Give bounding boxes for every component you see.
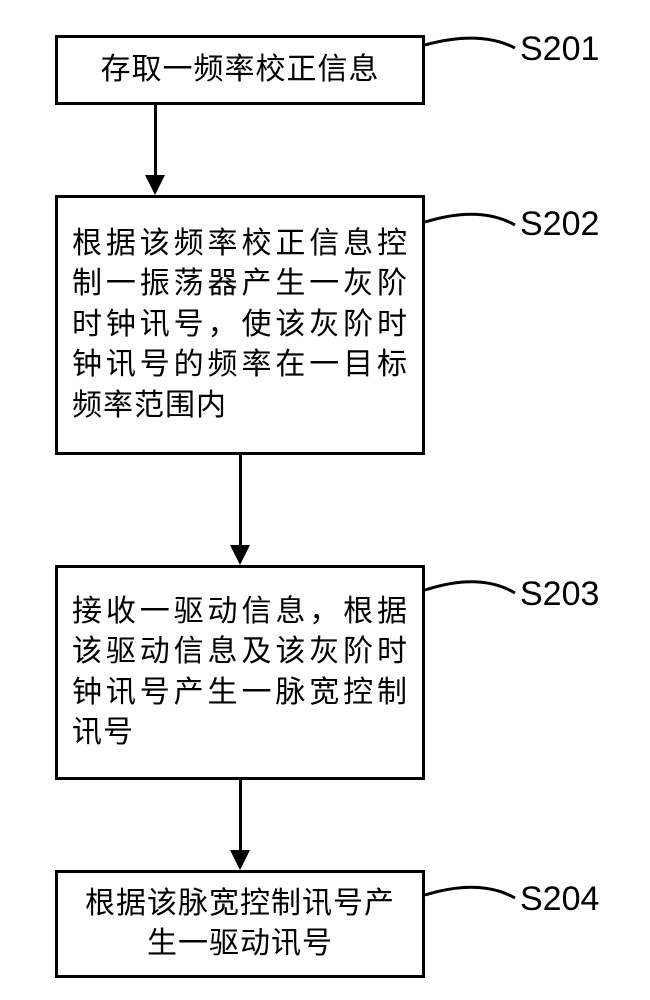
step-label-s204: S204 xyxy=(520,880,599,919)
flow-node-text: 根据该脉宽控制讯号产生一驱动讯号 xyxy=(72,884,408,965)
step-label-s203: S203 xyxy=(520,575,599,614)
flow-node-n1: 存取一频率校正信息 xyxy=(55,35,425,105)
flow-node-n4: 根据该脉宽控制讯号产生一驱动讯号 xyxy=(55,870,425,978)
arrow-head-icon xyxy=(145,175,165,195)
flow-node-text: 根据该频率校正信息控制一振荡器产生一灰阶时钟讯号，使该灰阶时钟讯号的频率在一目标… xyxy=(72,224,408,427)
arrow-head-icon xyxy=(230,545,250,565)
flow-arrow xyxy=(239,455,242,547)
flow-arrow xyxy=(154,105,157,177)
flow-node-n2: 根据该频率校正信息控制一振荡器产生一灰阶时钟讯号，使该灰阶时钟讯号的频率在一目标… xyxy=(55,195,425,455)
step-label-s201: S201 xyxy=(520,30,599,69)
leader-line xyxy=(420,567,520,598)
flow-node-text: 接收一驱动信息，根据该驱动信息及该灰阶时钟讯号产生一脉宽控制讯号 xyxy=(72,592,408,754)
step-label-s202: S202 xyxy=(520,205,599,244)
flow-arrow xyxy=(239,780,242,852)
flow-node-text: 存取一频率校正信息 xyxy=(101,50,380,91)
arrow-head-icon xyxy=(230,850,250,870)
leader-line xyxy=(420,200,520,230)
leader-line xyxy=(420,25,520,53)
leader-line xyxy=(420,873,520,903)
flow-node-n3: 接收一驱动信息，根据该驱动信息及该灰阶时钟讯号产生一脉宽控制讯号 xyxy=(55,565,425,780)
